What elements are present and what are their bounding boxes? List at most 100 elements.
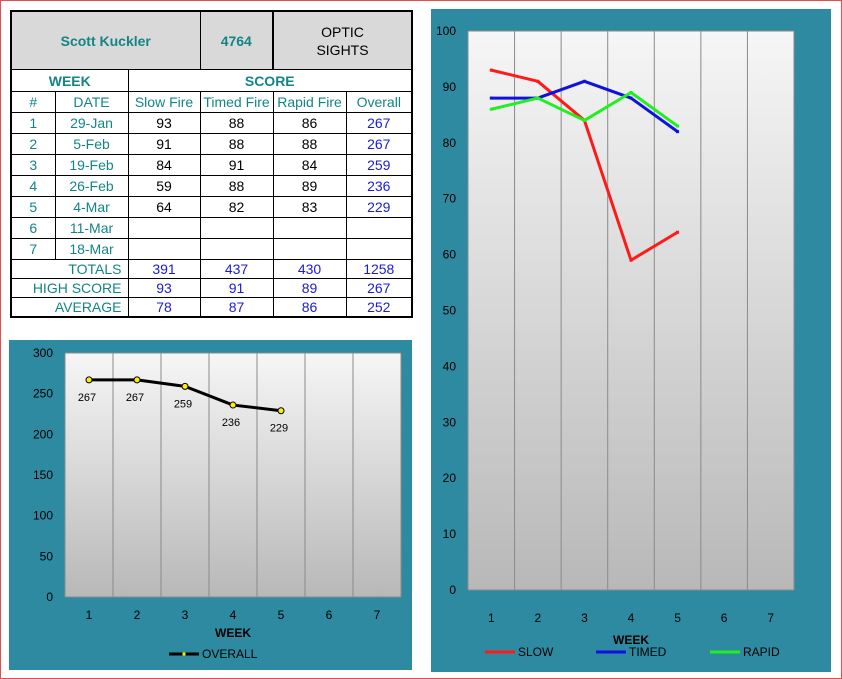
table-row: 2 5-Feb 91 88 88 267 (10, 133, 413, 155)
data-point (629, 258, 633, 262)
table-row: 3 19-Feb 84 91 84 259 (10, 154, 413, 176)
y-tick-label: 150 (33, 468, 53, 482)
data-point (489, 96, 493, 100)
x-tick-label: 7 (767, 611, 774, 625)
average-label: AVERAGE (10, 297, 129, 318)
data-point (536, 96, 540, 100)
y-tick-label: 30 (443, 415, 457, 429)
col-header-num: # (10, 91, 56, 113)
y-tick-label: 100 (33, 509, 53, 523)
rapid-score: 86 (272, 112, 347, 134)
overall-chart: 0 50 100 150 200 250 300 1 2 3 4 5 6 7 WEEK 267 267 259 23… (33, 346, 402, 661)
category-cell: OPTIC SIGHTS (272, 10, 413, 70)
high-score-label: HIGH SCORE (10, 278, 129, 298)
overall-score (345, 238, 413, 260)
overall-chart-panel: 0 50 100 150 200 250 300 1 2 3 4 5 6 7 WEEK 267 267 259 23… (9, 340, 412, 670)
data-label: 259 (174, 398, 192, 410)
data-point (181, 382, 189, 390)
totals-row: TOTALS 391 437 430 1258 (10, 259, 413, 279)
category-line1: OPTIC (321, 23, 364, 40)
legend-marker (723, 650, 727, 654)
week-date: 18-Mar (54, 238, 129, 260)
week-num: 3 (10, 154, 56, 176)
x-tick-label: 3 (182, 608, 189, 622)
high-timed: 91 (199, 278, 274, 298)
x-tick-label: 4 (230, 608, 237, 622)
y-tick-label: 40 (443, 359, 457, 373)
plot-area (468, 31, 794, 590)
x-tick-label: 7 (374, 608, 381, 622)
x-tick-label: 6 (326, 608, 333, 622)
data-point (229, 401, 237, 409)
category-chart: 0 10 20 30 40 50 60 70 80 90 100 1 2 3 4 5 6 7 WEEK SLOW TIM… (436, 24, 795, 659)
y-tick-label: 80 (443, 136, 457, 150)
shooter-name: Scott Kuckler (10, 10, 201, 70)
timed-score: 88 (199, 175, 274, 197)
rapid-score: 83 (272, 196, 347, 218)
avg-overall: 252 (345, 297, 413, 318)
high-rapid: 89 (272, 278, 347, 298)
slow-score (127, 217, 201, 239)
timed-score (199, 238, 274, 260)
col-header-date: DATE (54, 91, 129, 113)
score-table: Scott Kuckler 4764 OPTIC SIGHTS WEEK SCO… (10, 10, 414, 318)
x-tick-label: 2 (535, 611, 542, 625)
week-num: 7 (10, 238, 56, 260)
y-tick-label: 70 (443, 192, 457, 206)
col-header-overall: Overall (345, 91, 413, 113)
week-num: 2 (10, 133, 56, 155)
week-date: 29-Jan (54, 112, 129, 134)
totals-overall: 1258 (345, 259, 413, 279)
col-header-timed: Timed Fire (199, 91, 274, 113)
table-row: 7 18-Mar (10, 238, 413, 260)
timed-score: 82 (199, 196, 274, 218)
totals-timed: 437 (199, 259, 274, 279)
overall-score (345, 217, 413, 239)
y-tick-label: 300 (33, 346, 53, 360)
week-num: 4 (10, 175, 56, 197)
col-header-rapid: Rapid Fire (272, 91, 347, 113)
legend-label: SLOW (518, 645, 554, 659)
avg-rapid: 86 (272, 297, 347, 318)
table-row: 4 26-Feb 59 88 89 236 (10, 175, 413, 197)
average-row: AVERAGE 78 87 86 252 (10, 297, 413, 318)
shooter-number: 4764 (199, 10, 274, 70)
data-point (489, 107, 493, 111)
week-num: 1 (10, 112, 56, 134)
y-tick-label: 50 (40, 549, 54, 563)
data-point (489, 68, 493, 72)
y-tick-label: 20 (443, 471, 457, 485)
table-row: 1 29-Jan 93 88 86 267 (10, 112, 413, 134)
timed-score: 88 (199, 133, 274, 155)
legend-marker (182, 652, 186, 656)
slow-score: 84 (127, 154, 201, 176)
high-overall: 267 (345, 278, 413, 298)
y-tick-label: 0 (449, 583, 456, 597)
week-date: 5-Feb (54, 133, 129, 155)
data-point (582, 118, 586, 122)
legend-label: TIMED (629, 645, 667, 659)
totals-rapid: 430 (272, 259, 347, 279)
timed-score (199, 217, 274, 239)
x-tick-label: 5 (674, 611, 681, 625)
overall-score: 236 (345, 175, 413, 197)
week-num: 6 (10, 217, 56, 239)
overall-score: 267 (345, 133, 413, 155)
score-header: SCORE (127, 69, 413, 92)
y-tick-label: 0 (46, 590, 53, 604)
category-line2: SIGHTS (316, 41, 369, 58)
x-tick-label: 5 (278, 608, 285, 622)
y-tick-label: 90 (443, 80, 457, 94)
week-date: 19-Feb (54, 154, 129, 176)
y-tick-label: 50 (443, 304, 457, 318)
x-axis-title: WEEK (613, 633, 649, 647)
legend-marker (609, 650, 613, 654)
avg-slow: 78 (127, 297, 201, 318)
col-header-slow: Slow Fire (127, 91, 201, 113)
rapid-score: 89 (272, 175, 347, 197)
x-tick-label: 6 (721, 611, 728, 625)
data-point (676, 230, 680, 234)
x-tick-label: 4 (628, 611, 635, 625)
data-point (536, 79, 540, 83)
y-tick-label: 200 (33, 427, 53, 441)
